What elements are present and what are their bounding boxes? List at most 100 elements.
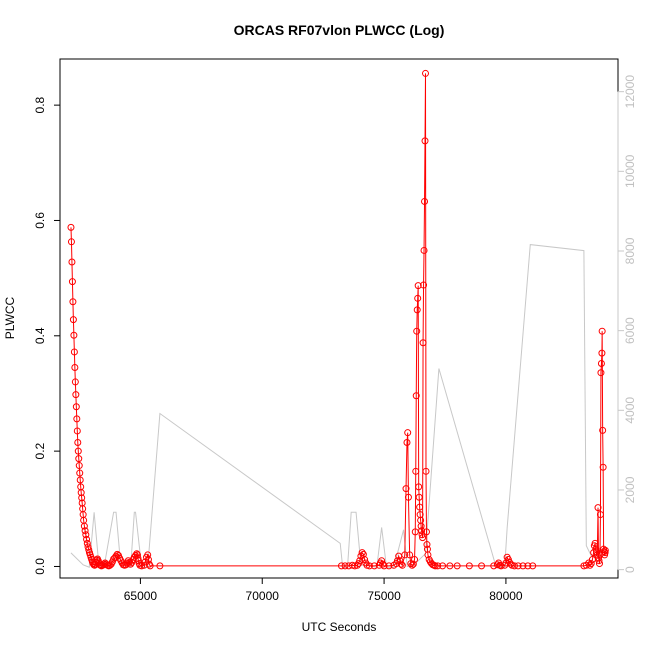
data-point bbox=[408, 561, 416, 569]
data-point bbox=[586, 561, 594, 569]
data-point bbox=[81, 527, 89, 535]
x-tick-label: 65000 bbox=[124, 589, 158, 603]
data-point bbox=[582, 561, 590, 569]
data-point bbox=[465, 562, 473, 570]
data-point bbox=[420, 246, 428, 254]
data-point bbox=[446, 562, 454, 570]
x-axis-label: UTC Seconds bbox=[302, 620, 377, 634]
data-point bbox=[385, 562, 393, 570]
data-point bbox=[422, 528, 430, 536]
data-point bbox=[529, 562, 537, 570]
data-point bbox=[397, 560, 405, 568]
data-point bbox=[403, 438, 411, 446]
data-point bbox=[411, 556, 419, 564]
chart-title: ORCAS RF07vlon PLWCC (Log) bbox=[234, 22, 445, 38]
data-point bbox=[453, 562, 461, 570]
data-point bbox=[601, 549, 609, 557]
data-point bbox=[75, 462, 83, 470]
data-point bbox=[75, 455, 83, 463]
data-point bbox=[519, 562, 527, 570]
data-point bbox=[421, 137, 429, 145]
data-point bbox=[144, 556, 152, 564]
data-point bbox=[106, 561, 114, 569]
data-point bbox=[398, 561, 406, 569]
data-point bbox=[133, 550, 141, 558]
data-point bbox=[361, 556, 369, 564]
data-point bbox=[422, 467, 430, 475]
y2-tick-label: 12000 bbox=[623, 75, 637, 109]
data-point bbox=[118, 559, 126, 567]
data-point bbox=[601, 546, 609, 554]
data-point bbox=[414, 282, 422, 290]
data-point bbox=[72, 403, 80, 411]
data-point bbox=[599, 463, 607, 471]
x-tick-label: 70000 bbox=[246, 589, 280, 603]
data-point bbox=[156, 562, 164, 570]
data-point bbox=[67, 238, 75, 246]
y2-tick-label: 2000 bbox=[623, 476, 637, 503]
x-tick-label: 75000 bbox=[367, 589, 401, 603]
y-tick-label: 0.2 bbox=[33, 442, 47, 459]
data-point bbox=[370, 562, 378, 570]
data-point bbox=[73, 427, 81, 435]
y-tick-label: 0.6 bbox=[33, 212, 47, 229]
data-point bbox=[422, 69, 429, 77]
data-point bbox=[68, 278, 76, 286]
data-point bbox=[83, 535, 91, 543]
data-point bbox=[590, 549, 598, 557]
data-point bbox=[83, 539, 91, 547]
data-point bbox=[356, 557, 364, 565]
data-point bbox=[71, 364, 79, 372]
y2-axis: 0 2000 4000 6000 8000 10000 12000 bbox=[617, 75, 637, 573]
y2-tick-label: 0 bbox=[623, 566, 637, 573]
data-point bbox=[74, 447, 82, 455]
data-point bbox=[380, 562, 388, 570]
data-point bbox=[596, 511, 604, 519]
data-point bbox=[597, 359, 605, 367]
data-point bbox=[595, 560, 603, 568]
data-point bbox=[69, 316, 77, 324]
data-point bbox=[415, 493, 423, 501]
data-point bbox=[71, 378, 79, 386]
data-point bbox=[404, 493, 412, 501]
data-point bbox=[594, 504, 602, 512]
y2-tick-label: 4000 bbox=[623, 397, 637, 424]
y-tick-label: 0.4 bbox=[33, 327, 47, 344]
data-point bbox=[78, 494, 86, 502]
data-point bbox=[507, 560, 515, 568]
data-point bbox=[588, 556, 596, 564]
data-point bbox=[146, 562, 154, 570]
data-point bbox=[420, 281, 428, 289]
data-point bbox=[478, 562, 486, 570]
data-point bbox=[72, 391, 80, 399]
x-tick-label: 80000 bbox=[489, 589, 523, 603]
data-point bbox=[82, 531, 90, 539]
data-point bbox=[421, 197, 429, 205]
data-point bbox=[401, 551, 409, 559]
data-point bbox=[413, 306, 421, 314]
data-point bbox=[416, 503, 424, 511]
data-point bbox=[80, 522, 88, 530]
data-point bbox=[412, 392, 420, 400]
data-point bbox=[417, 522, 425, 530]
data-point bbox=[419, 534, 427, 542]
data-point bbox=[514, 562, 522, 570]
data-point bbox=[70, 348, 78, 356]
data-point bbox=[510, 562, 518, 570]
data-point bbox=[359, 550, 367, 558]
data-point bbox=[69, 298, 77, 306]
data-point bbox=[402, 485, 410, 493]
data-point bbox=[358, 549, 366, 557]
y-axis-label: PLWCC bbox=[3, 296, 17, 339]
data-point bbox=[341, 562, 349, 570]
data-point bbox=[598, 327, 606, 335]
data-point bbox=[111, 554, 119, 562]
data-point bbox=[524, 562, 532, 570]
data-point bbox=[423, 541, 431, 549]
data-point bbox=[134, 557, 142, 565]
data-point bbox=[424, 551, 432, 559]
data-point bbox=[77, 489, 85, 497]
data-point bbox=[600, 547, 608, 555]
data-point bbox=[67, 223, 75, 231]
